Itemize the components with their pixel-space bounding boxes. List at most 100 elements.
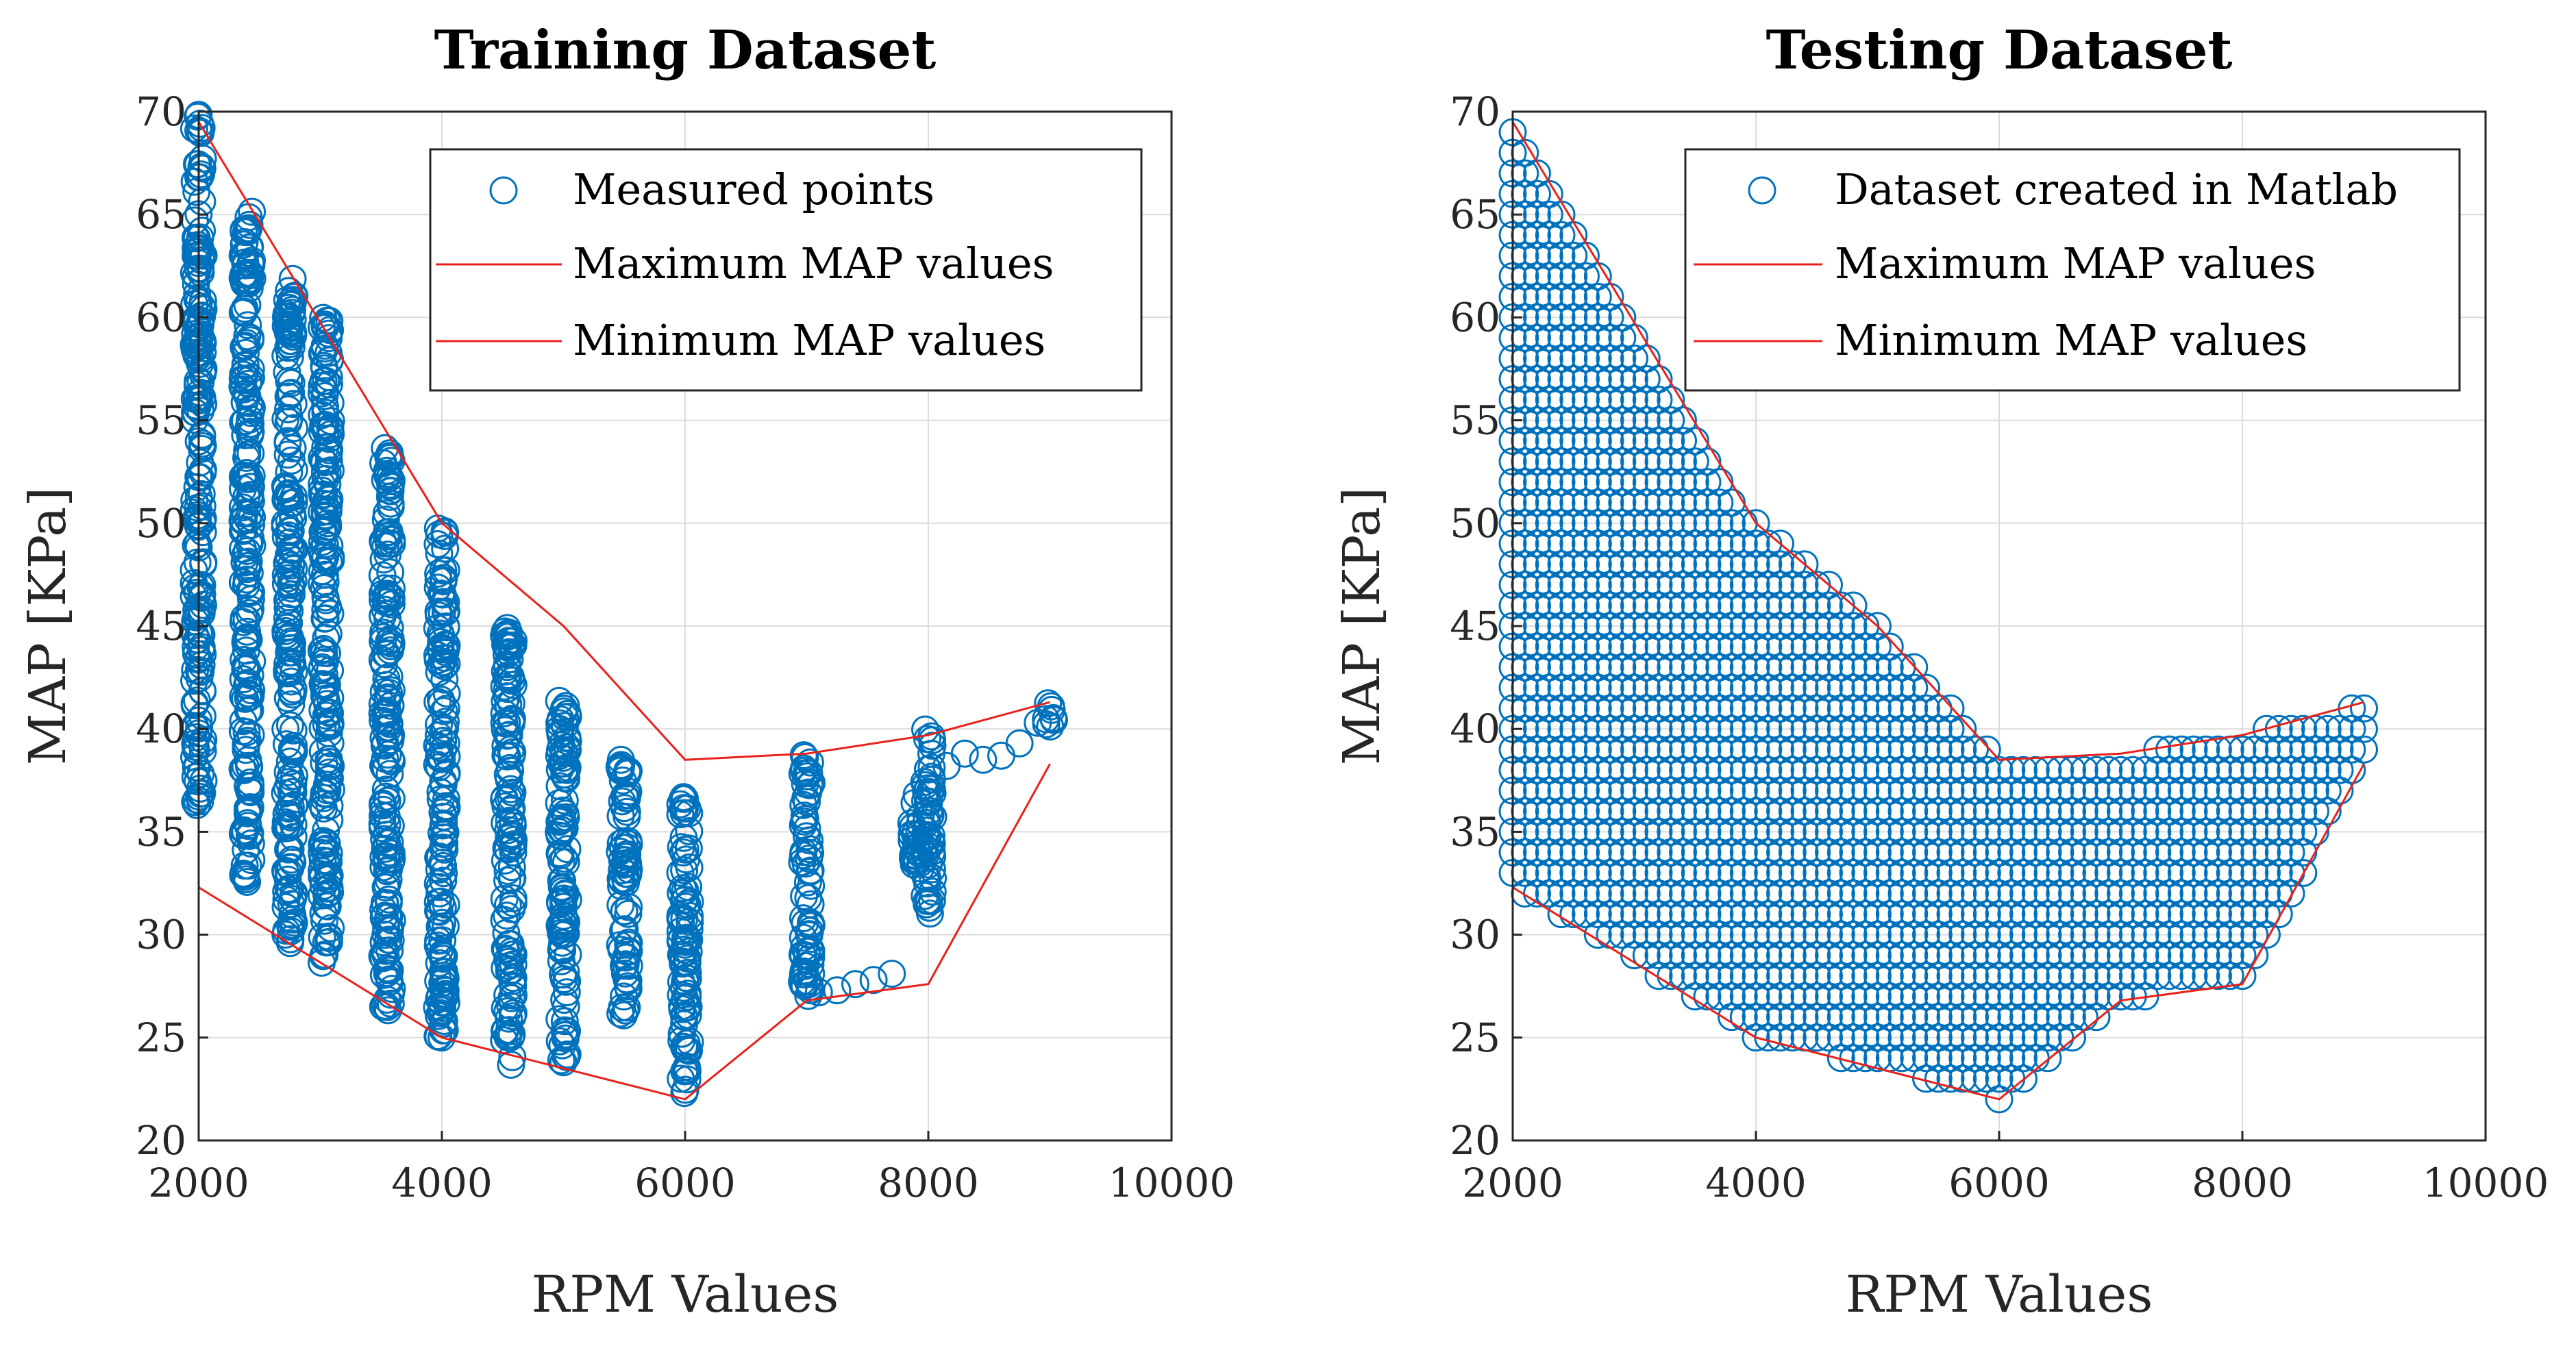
dataset-point [1547, 817, 1576, 846]
measured-point [275, 768, 304, 797]
measured-point [425, 912, 454, 941]
dataset-point [1693, 571, 1722, 599]
dataset-point [1815, 941, 1843, 970]
measured-point [373, 829, 401, 858]
dataset-point [1826, 612, 1855, 640]
dataset-point [1632, 673, 1661, 702]
dataset-point [1754, 838, 1783, 866]
measured-point [987, 741, 1015, 770]
dataset-point [1936, 817, 1965, 846]
measured-point [423, 1022, 452, 1051]
dataset-point [1766, 859, 1794, 887]
dataset-point [1547, 797, 1576, 825]
measured-point [229, 861, 258, 889]
dataset-point [1961, 1023, 1989, 1052]
dataset-point [1596, 323, 1624, 352]
dataset-point [1863, 756, 1892, 784]
dataset-point [1547, 427, 1576, 455]
dataset-point [1669, 900, 1697, 929]
dataset-point [1985, 776, 2014, 805]
measured-point [495, 765, 523, 794]
dataset-point [1803, 694, 1831, 723]
dataset-point [1961, 941, 1989, 970]
dataset-point [1705, 900, 1734, 929]
measured-point [430, 652, 459, 681]
dataset-point [2033, 921, 2062, 949]
dataset-point [1681, 962, 1709, 990]
dataset-point [1839, 632, 1868, 661]
dataset-point [1572, 776, 1600, 805]
dataset-point [1583, 714, 1612, 743]
dataset-point [2094, 879, 2123, 908]
dataset-point [1583, 488, 1612, 517]
dataset-point [1620, 859, 1648, 887]
measured-point [499, 981, 528, 1010]
dataset-point [1754, 714, 1783, 743]
dataset-point [2009, 900, 2038, 929]
dataset-point [2094, 797, 2123, 825]
dataset-point [1632, 386, 1661, 414]
dataset-point [1547, 900, 1576, 929]
dataset-point [1559, 859, 1588, 887]
dataset-point [2082, 838, 2111, 866]
dataset-point [1596, 735, 1624, 764]
measured-point [310, 458, 339, 486]
dataset-point [2118, 879, 2147, 908]
dataset-point [1620, 323, 1648, 352]
dataset-point [2216, 838, 2244, 866]
dataset-point [2264, 776, 2293, 805]
dataset-point [1912, 1003, 1940, 1032]
dataset-point [2192, 817, 2220, 846]
dataset-point [1657, 776, 1685, 805]
measured-point [493, 622, 522, 651]
dataset-point [1596, 714, 1624, 743]
measured-point [230, 407, 259, 436]
dataset-point [2143, 941, 2172, 970]
measured-point [424, 897, 452, 925]
measured-point [375, 710, 404, 738]
dataset-point [2313, 735, 2342, 764]
dataset-point [1644, 571, 1673, 599]
dataset-point [1547, 529, 1576, 558]
dataset-point [1900, 714, 1929, 743]
dataset-point [1681, 447, 1709, 476]
dataset-point [1657, 941, 1685, 970]
dataset-point [2192, 756, 2220, 784]
dataset-point [1826, 1044, 1855, 1073]
dataset-point [1718, 694, 1746, 723]
measured-point [611, 849, 640, 877]
dataset-point [1535, 776, 1563, 805]
measured-point [425, 949, 454, 977]
dataset-point [1559, 427, 1588, 455]
dataset-point [2033, 817, 2062, 846]
dataset-point [1851, 879, 1880, 908]
dataset-point [1972, 838, 2001, 866]
dataset-point [1826, 859, 1855, 887]
dataset-point [1632, 714, 1661, 743]
dataset-point [1693, 488, 1722, 517]
dataset-point [2070, 921, 2098, 949]
dataset-point [1863, 879, 1892, 908]
dataset-point [1632, 365, 1661, 393]
dataset-point [2143, 900, 2172, 929]
measured-point [233, 799, 262, 827]
dataset-point [1718, 962, 1746, 990]
dataset-point [1924, 1064, 1953, 1093]
dataset-point [2033, 982, 2062, 1011]
measured-point [369, 619, 397, 647]
dataset-point [1657, 817, 1685, 846]
measured-point [494, 784, 523, 813]
measured-point [377, 848, 405, 877]
measured-point [914, 755, 943, 784]
dataset-point [1815, 962, 1843, 990]
measured-point [188, 779, 216, 808]
testing-legend-entry-max: Maximum MAP values [1835, 238, 2316, 288]
dataset-point [1705, 591, 1734, 620]
dataset-point [1803, 879, 1831, 908]
dataset-point [1596, 694, 1624, 723]
dataset-point [1972, 1023, 2001, 1052]
dataset-point [2033, 941, 2062, 970]
dataset-point [1547, 488, 1576, 517]
measured-point [432, 679, 461, 708]
measured-point [610, 915, 639, 944]
